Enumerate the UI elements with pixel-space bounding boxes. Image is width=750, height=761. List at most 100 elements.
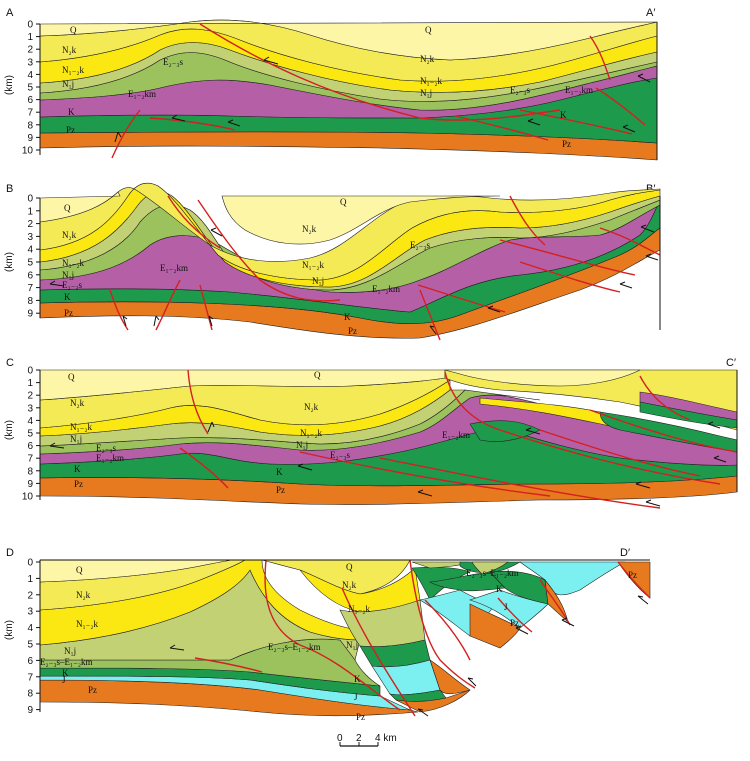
depth-tick-label: 8	[27, 466, 33, 477]
unit-label: E₂₋₃s–E₁₋₂km	[466, 568, 519, 578]
unit-label: E₁₋₂km	[442, 430, 470, 440]
fault-line	[519, 261, 621, 293]
fault-line	[639, 375, 691, 421]
motion-arrow	[645, 253, 659, 261]
unit-label: N₁₋₂k	[70, 422, 93, 432]
depth-tick-label: 6	[27, 95, 33, 106]
depth-tick-label: 8	[27, 296, 33, 307]
motion-arrow	[114, 131, 122, 143]
depth-tick-label: 0	[27, 20, 33, 31]
motion-arrow	[208, 315, 214, 327]
fault-line	[444, 371, 721, 485]
motion-arrow	[637, 73, 651, 83]
fault-line	[341, 587, 416, 717]
motion-arrow	[637, 595, 649, 605]
section-right-label: A′	[646, 7, 655, 19]
unit-label: N₁j	[296, 440, 308, 450]
depth-tick-label: 9	[27, 479, 33, 490]
fault-line	[539, 579, 571, 626]
unit-label: Pz	[348, 326, 357, 336]
layer-q	[39, 191, 121, 223]
depth-tick-label: 4	[27, 245, 33, 256]
depth-tick-label: 7	[27, 283, 33, 294]
depth-tick-label: 5	[27, 258, 33, 269]
motion-arrow	[171, 114, 186, 122]
scale-bar: 0 2 4 km	[337, 733, 397, 747]
layer-q	[39, 19, 658, 61]
motion-arrow	[619, 281, 633, 289]
motion-arrow	[210, 227, 223, 237]
motion-arrow	[640, 224, 655, 233]
section-left-label: C	[6, 357, 14, 369]
unit-label: N₁j	[420, 88, 432, 98]
fault-line	[419, 289, 441, 341]
depth-tick-label: 7	[27, 672, 33, 683]
depth-tick-label: 7	[27, 454, 33, 465]
section-left-label: D	[6, 547, 14, 559]
depth-tick-label: 1	[27, 206, 33, 217]
motion-arrow	[227, 119, 241, 127]
depth-tick-label: 9	[27, 309, 33, 320]
unit-label: N₂k	[70, 398, 85, 408]
layer-pz	[469, 603, 521, 649]
unit-label: K	[496, 584, 503, 594]
motion-arrow	[487, 305, 501, 313]
layer-k	[429, 571, 506, 592]
unit-label: J	[62, 675, 66, 685]
unit-label: N₁₋₂k	[76, 619, 99, 629]
depth-tick-label: 10	[22, 146, 34, 157]
unit-label: E₁₋₂km	[160, 263, 188, 273]
unit-label: N₂k	[420, 54, 435, 64]
unit-label: N₁j	[312, 276, 324, 286]
motion-arrow	[467, 677, 477, 687]
fault-line	[589, 35, 611, 81]
depth-tick-label: 0	[27, 558, 33, 569]
unit-label: Q	[346, 562, 353, 572]
unit-label: Q	[314, 370, 321, 380]
unit-label: N₁₋₂k	[300, 428, 323, 438]
layer-n12k	[299, 567, 421, 613]
unit-label: Pz	[64, 308, 73, 318]
unit-label: E₂₋₃s	[510, 85, 531, 95]
depth-tick-label: 4	[27, 623, 33, 634]
depth-tick-label: 0	[27, 194, 33, 205]
fault-line	[179, 447, 229, 489]
depth-tick-label: 3	[27, 607, 33, 618]
unit-label: N₂k	[62, 45, 77, 55]
unit-label: E₂₋₃s	[410, 240, 431, 250]
fault-line	[499, 239, 636, 276]
section-right-label: C′	[726, 357, 736, 369]
depth-tick-label: 1	[27, 378, 33, 389]
motion-arrow	[263, 56, 279, 65]
depth-tick-label: 6	[27, 656, 33, 667]
unit-label: Pz	[562, 139, 571, 149]
fault-line	[194, 657, 263, 673]
fault-line	[155, 279, 181, 331]
unit-label: E₂₋₃s	[62, 280, 83, 290]
depth-unit-label: (km)	[4, 620, 15, 640]
unit-label: K	[354, 674, 361, 684]
depth-unit-label: (km)	[4, 420, 15, 440]
motion-arrow	[429, 325, 437, 335]
motion-arrow	[707, 421, 721, 429]
depth-tick-label: 9	[27, 705, 33, 716]
section-left-label: A	[6, 7, 14, 19]
scale-bar-label: 4 km	[375, 733, 397, 744]
unit-label: Pz	[276, 485, 285, 495]
section-right-label: D′	[620, 547, 630, 559]
depth-tick-label: 2	[27, 391, 33, 402]
depth-tick-label: 3	[27, 57, 33, 68]
depth-ticks: 01 23 4 56 78 9 10	[22, 366, 40, 503]
unit-label: N₁₋₂k	[420, 76, 443, 86]
unit-label: K	[74, 464, 81, 474]
layer-q	[444, 369, 641, 387]
layer-pz	[429, 659, 471, 695]
unit-label: N₁₋₂k	[62, 65, 85, 75]
unit-label: N₁j	[70, 434, 82, 444]
unit-label: Pz	[88, 685, 97, 695]
depth-tick-label: 2	[27, 590, 33, 601]
unit-label: N₁j	[62, 79, 74, 89]
